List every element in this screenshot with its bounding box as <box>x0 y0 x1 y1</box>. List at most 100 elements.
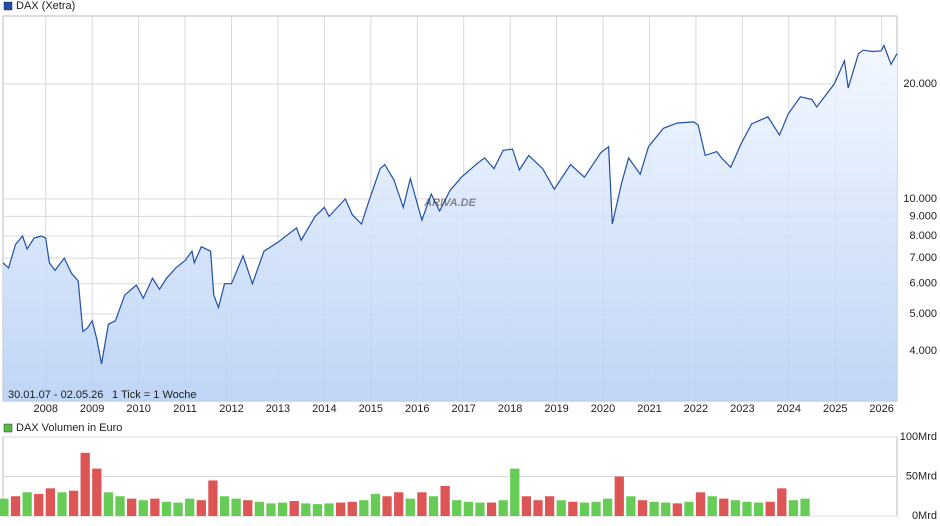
volume-bar <box>637 500 648 516</box>
volume-bar <box>428 496 439 516</box>
volume-bar <box>626 496 636 516</box>
volume-bar <box>544 496 555 516</box>
x-tick-label: 2008 <box>33 403 57 415</box>
volume-bar <box>370 493 381 516</box>
volume-bar <box>695 492 706 516</box>
volume-bar <box>219 496 230 516</box>
x-tick-label: 2021 <box>637 403 661 415</box>
volume-bar <box>359 500 369 516</box>
volume-bar <box>533 500 543 516</box>
volume-bar <box>80 452 90 516</box>
volume-bar <box>301 503 311 516</box>
y-tick-label: 6.000 <box>909 278 937 290</box>
volume-bar <box>765 501 775 516</box>
volume-bar <box>649 501 659 516</box>
volume-bar <box>161 501 172 516</box>
volume-bar <box>707 496 717 516</box>
annotation: 1 Tick = 1 Woche <box>112 389 196 401</box>
volume-bar <box>510 468 520 516</box>
volume-bar <box>126 498 137 516</box>
y-tick-label: 100Mrd <box>900 431 937 443</box>
volume-bar <box>254 501 265 516</box>
volume-bar <box>335 502 346 516</box>
volume-bar <box>579 502 590 516</box>
x-tick-label: 2024 <box>777 403 801 415</box>
x-tick-label: 2019 <box>544 403 568 415</box>
x-tick-label: 2026 <box>869 403 893 415</box>
volume-bar <box>57 492 67 516</box>
volume-bar <box>173 502 183 516</box>
x-tick-label: 2016 <box>405 403 429 415</box>
volume-bar <box>475 502 485 516</box>
legend-swatch <box>3 423 13 433</box>
x-tick-label: 2013 <box>266 403 290 415</box>
volume-bar <box>34 493 44 516</box>
x-tick-label: 2010 <box>126 403 150 415</box>
volume-bar <box>463 501 473 516</box>
volume-bar <box>788 500 799 516</box>
line <box>2 44 898 365</box>
volume-bar <box>150 498 160 516</box>
volume-bar <box>452 500 462 516</box>
volume-bar <box>556 500 566 516</box>
volume-bar <box>266 503 276 516</box>
volume-bar <box>138 500 148 516</box>
volume-bar <box>277 502 288 516</box>
y-tick-label: 20.000 <box>903 78 937 90</box>
volume-bar <box>231 498 241 516</box>
y-tick-label: 7.000 <box>909 252 937 264</box>
volume-bar <box>92 468 102 516</box>
x-tick-label: 2025 <box>823 403 847 415</box>
y-tick-label: 50Mrd <box>906 470 937 482</box>
x-tick-label: 2023 <box>730 403 754 415</box>
volume-bar <box>185 498 195 516</box>
volume-bar <box>68 490 79 516</box>
volume-bar <box>324 503 334 516</box>
volume-bar <box>417 492 427 516</box>
legend-label: DAX (Xetra) <box>16 0 75 12</box>
volume-bar <box>661 502 671 516</box>
y-tick-label: 4.000 <box>909 345 937 357</box>
x-tick-label: 2020 <box>591 403 615 415</box>
x-tick-label: 2014 <box>312 403 336 415</box>
volume-bar <box>312 504 323 516</box>
volume-bar <box>521 496 532 516</box>
x-tick-label: 2011 <box>173 403 197 415</box>
volume-bar <box>486 502 497 516</box>
volume-bar <box>394 492 404 516</box>
x-tick-label: 2022 <box>684 403 708 415</box>
volume-bar <box>603 498 613 516</box>
y-tick-label: 8.000 <box>909 230 937 242</box>
legend-swatch <box>3 1 13 11</box>
x-tick-label: 2009 <box>80 403 104 415</box>
volume-bar <box>753 502 764 516</box>
volume-bar <box>347 501 357 516</box>
volume-bar <box>440 485 450 516</box>
legend-label: DAX Volumen in Euro <box>16 422 122 434</box>
x-tick-label: 2015 <box>359 403 383 415</box>
volume-bar <box>196 500 206 516</box>
volume-bar <box>45 488 56 516</box>
volume-bar <box>208 480 218 516</box>
x-tick-label: 2017 <box>451 403 475 415</box>
volume-bar <box>243 500 253 516</box>
y-tick-label: 9.000 <box>909 210 937 222</box>
volume-bar <box>672 503 682 516</box>
y-tick-label: 0Mrd <box>912 510 937 522</box>
annotation: 30.01.07 - 02.05.26 <box>8 389 103 401</box>
volume-bar <box>405 498 415 516</box>
volume-bar <box>22 492 32 516</box>
volume-bar <box>10 496 21 516</box>
x-tick-label: 2012 <box>219 403 243 415</box>
volume-bar <box>684 501 694 516</box>
volume-bar <box>568 501 578 516</box>
volume-bar <box>777 488 787 516</box>
y-tick-label: 10.000 <box>903 193 937 205</box>
volume-bar <box>742 501 752 516</box>
y-tick-label: 5.000 <box>909 308 937 320</box>
volume-bar <box>103 492 114 516</box>
volume-bar <box>498 500 508 516</box>
x-tick-label: 2018 <box>498 403 522 415</box>
volume-bar <box>730 500 741 516</box>
